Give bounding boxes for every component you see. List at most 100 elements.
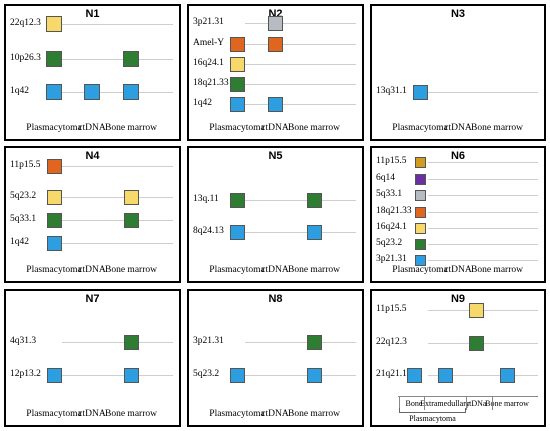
marker-gray [414,189,426,201]
marker-blue [123,84,139,100]
marker-gray [267,15,283,31]
marker-green [229,76,245,92]
row-label: 13q.11 [193,194,219,204]
marker-green [123,212,139,228]
row-gridline [245,104,356,105]
row-gridline [62,342,173,343]
column-label: Plasmacytoma [392,123,448,133]
row-label: 12p13.2 [10,369,41,379]
column-separator [466,396,467,410]
row-gridline [245,375,356,376]
marker-yellow [468,302,484,318]
row-label: 5q33.1 [10,214,37,224]
column-label: Bone [405,399,423,408]
row-gridline [428,92,538,93]
row-gridline [62,197,173,198]
row-gridline [245,342,356,343]
row-label: 11p15.5 [376,304,407,314]
row-label: 4q31.3 [10,336,37,346]
marker-green [414,238,426,250]
row-label: 3p21.31 [193,17,224,27]
marker-blue [499,367,515,383]
row-gridline [245,232,356,233]
column-label: ctDNA [444,123,472,133]
column-label: Plasmacytoma [26,123,82,133]
panel-title: N1 [85,8,100,20]
row-label: 16q24.1 [376,222,407,232]
panel-n9: N9 11p15.5 22q12.3 21q21.1 Bone Extramedullar… [370,289,546,427]
column-label: ctDNA [78,265,106,275]
marker-green [46,212,62,228]
panel-title: N6 [450,150,466,162]
marker-orange [46,158,62,174]
row-label: 18q21.33 [376,206,412,216]
column-label: Plasmacytoma [26,409,82,419]
row-label: 6q14 [376,173,395,183]
row-label: 11p15.5 [376,156,407,166]
marker-blue [437,367,453,383]
row-gridline [428,212,538,213]
panel-n5: N5 13q.11 8q24.13 Plasmacytoma ctDNA Bone mar… [187,146,364,283]
column-label: ctDNA [78,123,106,133]
marker-green [306,192,322,208]
column-label: Bone marrow [288,123,340,133]
marker-yellow [123,189,139,205]
row-gridline [245,44,356,45]
row-gridline [428,228,538,229]
marker-blue [229,367,245,383]
row-label: 16q24.1 [193,58,224,68]
marker-green [123,51,139,67]
row-label: 5q23.2 [193,369,220,379]
row-gridline [245,84,356,85]
row-label: 22q12.3 [376,337,407,347]
marker-yellow [46,16,62,32]
column-label: Bone marrow [471,123,523,133]
row-label: 5q33.1 [376,189,403,199]
column-label: Bone marrow [105,123,157,133]
panel-n4: N4 11p15.5 5q23.2 5q33.1 1q42 Plasmacytoma ctD… [4,146,181,283]
marker-yellow [229,56,245,72]
row-gridline [428,244,538,245]
row-gridline [245,64,356,65]
column-label: ctDNA [261,409,289,419]
column-separator [424,396,425,410]
row-label: 3p21.31 [376,254,407,264]
panel-n3: N3 13q31.1 Plasmacytoma ctDNA Bone marrow [370,4,546,141]
panel-n8: N8 3p21.31 5q23.2 Plasmacytoma ctDNA Bone mar… [187,289,364,427]
marker-blue [46,84,62,100]
marker-blue [229,96,245,112]
column-label: Bone marrow [105,265,157,275]
column-separator [492,396,493,410]
row-label: 1q42 [10,86,29,96]
row-label: 5q23.2 [376,238,403,248]
marker-blue [84,84,100,100]
row-gridline [245,200,356,201]
row-label: 8q24.13 [193,226,224,236]
row-gridline [62,220,173,221]
panel-title: N8 [268,293,283,305]
marker-blue [46,367,62,383]
column-label: ctDNA [444,265,472,275]
row-label: 10p26.3 [10,53,41,63]
row-gridline [62,92,173,93]
column-label: Plasmacytoma [26,265,82,275]
group-label: Plasmacytoma [409,414,456,423]
panel-n7: N7 4q31.3 12p13.2 Plasmacytoma ctDNA Bone mar… [4,289,181,427]
row-label: 11p15.5 [10,160,41,170]
row-gridline [428,162,538,163]
row-label: 18q21.33 [193,78,229,88]
column-label: Bone marrow [288,409,340,419]
row-label: 1q42 [193,98,212,108]
row-gridline [62,166,173,167]
column-label: Bone marrow [288,265,340,275]
column-label: Plasmacytoma [209,409,265,419]
row-gridline [428,179,538,180]
marker-orange [414,206,426,218]
row-gridline [62,243,173,244]
row-label: 22q12.3 [10,18,41,28]
row-label: 5q23.2 [10,191,37,201]
row-gridline [428,195,538,196]
panel-n2: N2 3p21.31 Amel-Y 16q24.1 18q21.33 1q42 Plasma… [187,4,364,141]
column-separator [399,396,400,410]
column-label: Bone marrow [471,265,523,275]
